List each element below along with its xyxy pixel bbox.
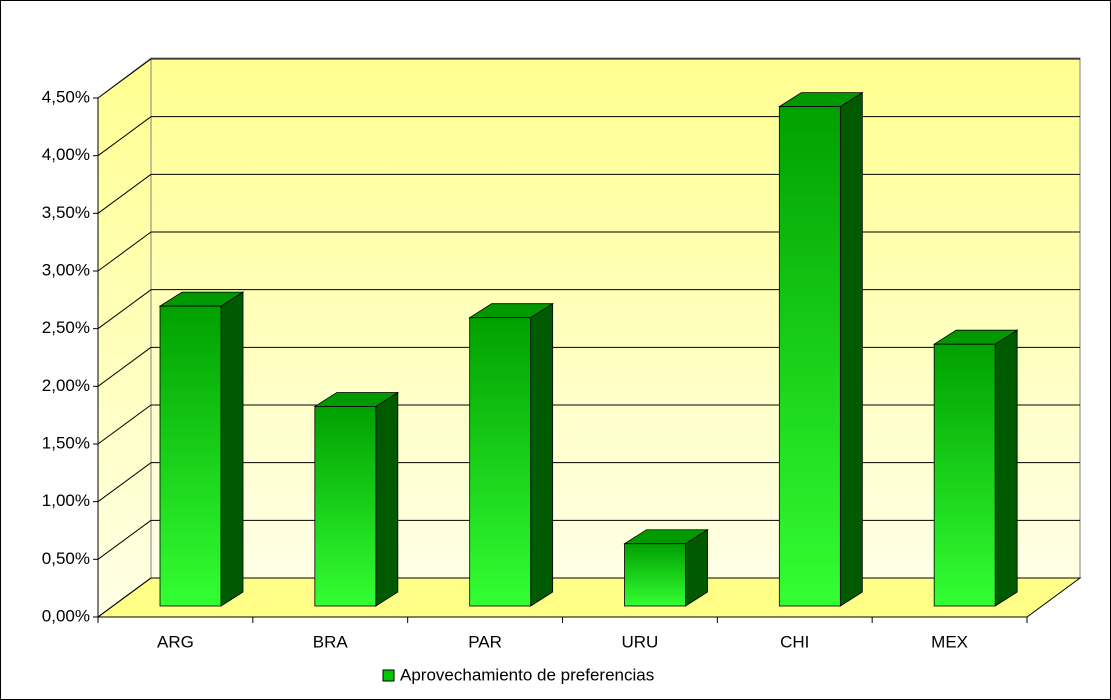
bar [778,106,841,607]
y-tick-label: 1,00% [42,491,90,510]
legend-swatch [382,669,395,682]
y-tick-label: 3,00% [42,260,90,279]
bar-side [530,302,554,607]
x-tick-label: PAR [468,632,502,651]
x-tick-label: CHI [780,632,809,651]
y-tick-label: 2,50% [42,318,90,337]
x-tick-label: MEX [931,632,968,651]
grid-line [97,173,152,214]
y-tick-label: 0,00% [42,606,90,625]
grid-line [97,58,152,99]
floor [96,577,1082,618]
grid-line [97,462,152,503]
bar [624,543,686,607]
grid-line [97,577,152,618]
bar [933,343,996,607]
bar [314,406,377,607]
y-tick-label: 3,50% [42,203,90,222]
x-tick-label: ARG [157,632,194,651]
y-tick-label: 2,00% [42,376,90,395]
grid-line [97,231,152,272]
bar-side [839,91,863,607]
grid-line [97,519,152,560]
side-wall [97,56,152,618]
grid-line [97,289,152,330]
y-tick-label: 4,50% [42,87,90,106]
bar-side [220,291,244,607]
grid-line [97,404,152,445]
y-tick-label: 1,50% [42,433,90,452]
grid-line [97,346,152,387]
grid-line [97,116,152,157]
bar [159,305,222,607]
x-tick-label: URU [621,632,658,651]
bar [469,317,532,607]
legend-label: Aprovechamiento de preferencias [400,665,654,684]
y-tick-label: 4,00% [42,145,90,164]
bar-side [375,391,399,607]
y-tick-label: 0,50% [42,549,90,568]
x-tick-label: BRA [313,632,349,651]
back-wall [150,57,1081,579]
bar-side [994,329,1018,607]
